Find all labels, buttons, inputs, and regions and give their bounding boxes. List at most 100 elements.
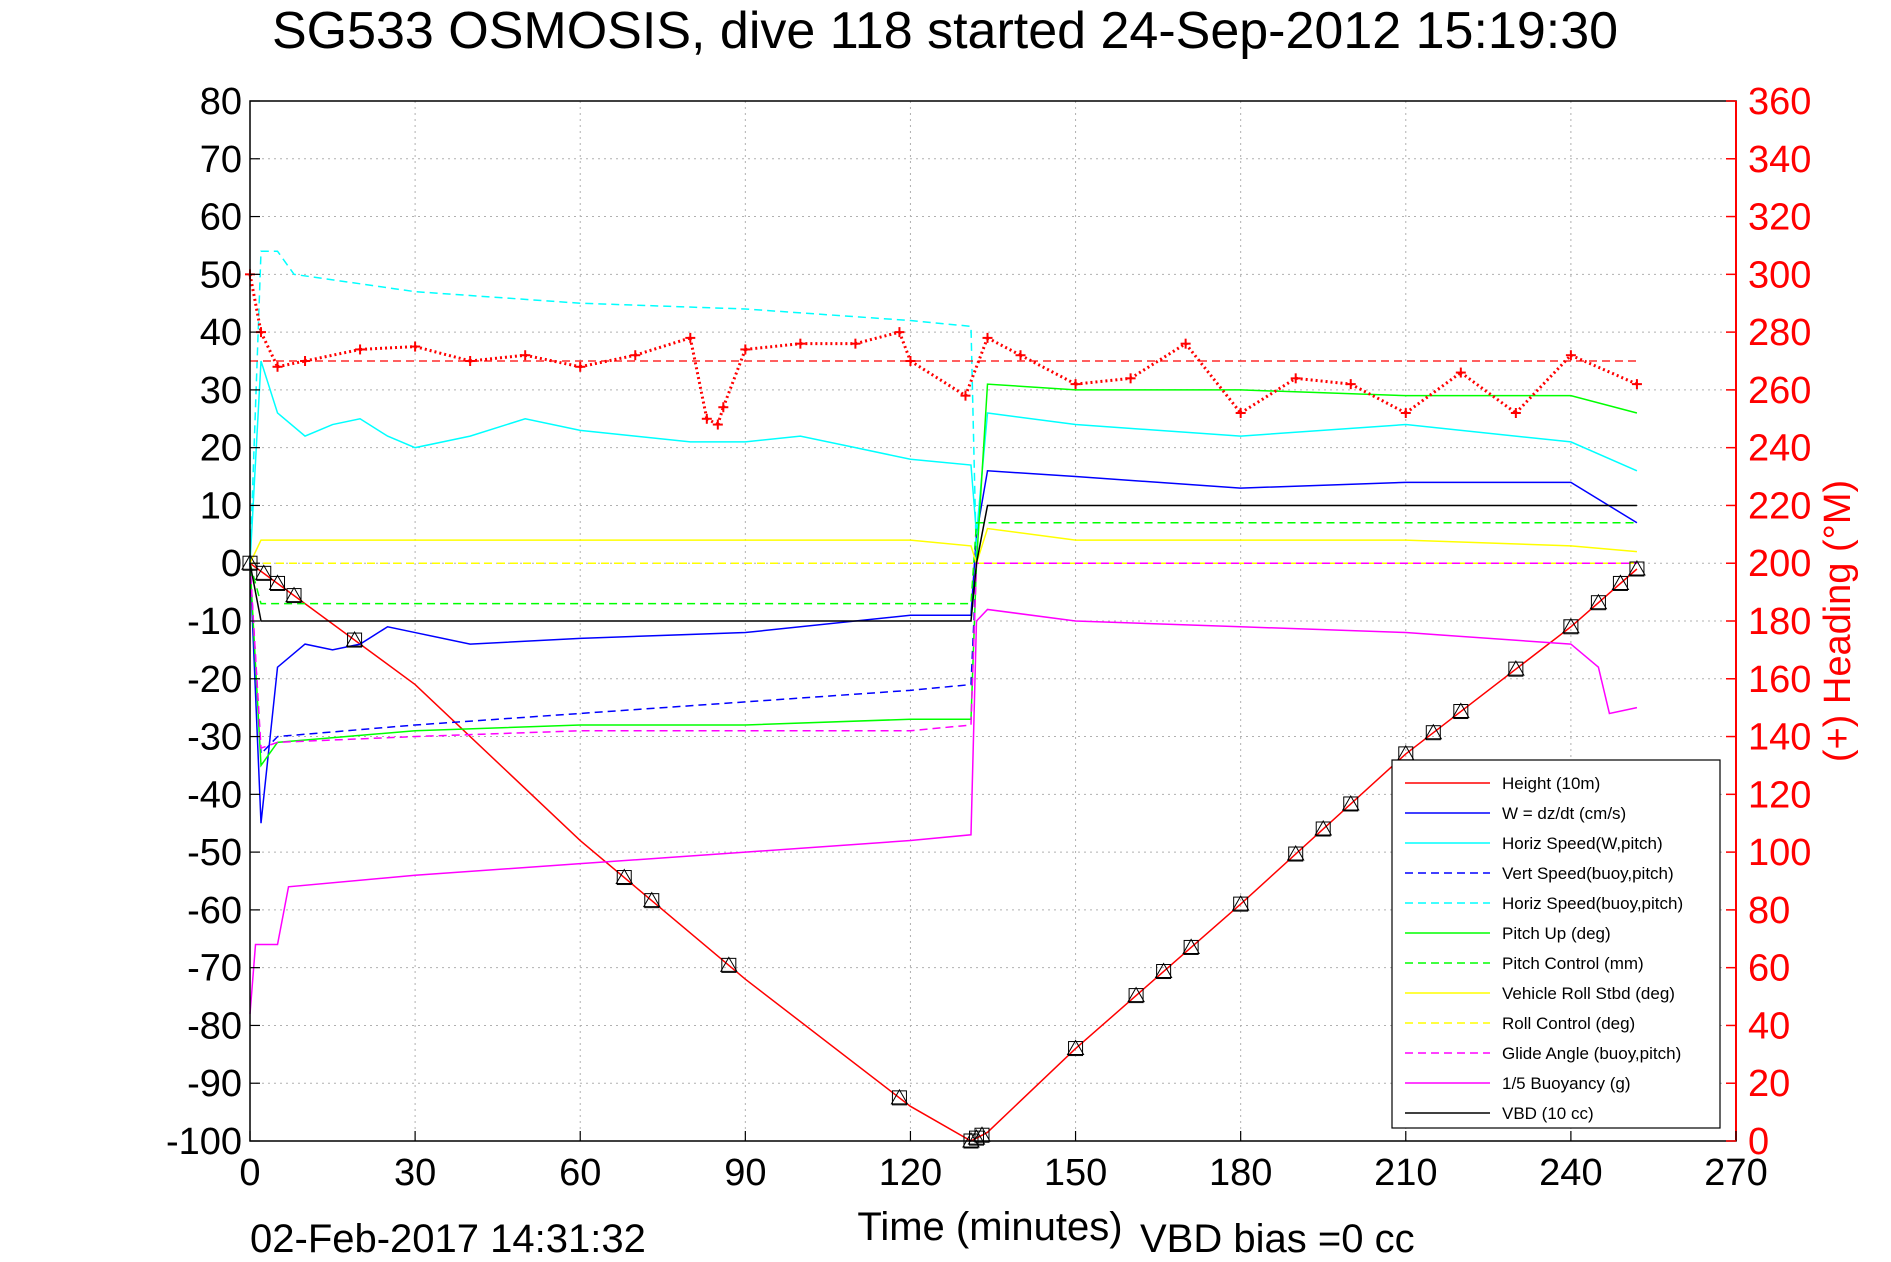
x-tick-label: 240 bbox=[1539, 1152, 1602, 1194]
y-tick-label: 50 bbox=[200, 254, 242, 296]
series-line-height-10m bbox=[249, 562, 1638, 1142]
heading-segment bbox=[579, 353, 636, 369]
x-tick-label: 180 bbox=[1209, 1152, 1272, 1194]
y-tick-label: 0 bbox=[221, 543, 242, 585]
legend-items: Height (10m) W = dz/dt (cm/s) Horiz Speed(… bbox=[1405, 774, 1683, 1123]
legend-label-roll-control-deg: Roll Control (deg) bbox=[1502, 1014, 1635, 1033]
y2-tick-label: 140 bbox=[1748, 717, 1811, 759]
depth-marker bbox=[967, 1129, 986, 1146]
x-axis-ticks: 0 30 60 90 120 150 180 210 240 270 bbox=[239, 1131, 1768, 1194]
depth-marker bbox=[719, 956, 738, 973]
y2-tick-label: 300 bbox=[1748, 254, 1811, 296]
series-line-vbd-10-cc bbox=[249, 504, 1637, 622]
x-tick-label: 150 bbox=[1044, 1152, 1107, 1194]
y2-tick-label: 120 bbox=[1748, 774, 1811, 816]
y-tick-label: 20 bbox=[200, 428, 242, 470]
y2-tick-label: 340 bbox=[1748, 139, 1811, 181]
y2-tick-label: 320 bbox=[1748, 197, 1811, 239]
heading-segment bbox=[986, 336, 1022, 357]
legend-label-height-10m: Height (10m) bbox=[1502, 774, 1600, 793]
depth-marker bbox=[1451, 702, 1470, 720]
depth-marker bbox=[1182, 938, 1200, 955]
y-tick-label: 60 bbox=[200, 197, 242, 239]
depth-marker bbox=[1611, 574, 1630, 591]
depth-marker bbox=[1589, 593, 1608, 611]
depth-marker bbox=[1562, 617, 1580, 635]
footer-date: 02-Feb-2017 14:31:32 bbox=[250, 1217, 646, 1261]
y2-tick-label: 100 bbox=[1748, 832, 1811, 874]
legend-box bbox=[1391, 759, 1721, 1129]
y-tick-label: -60 bbox=[187, 890, 242, 932]
legend-label-vehicle-roll-stbd-deg: Vehicle Roll Stbd (deg) bbox=[1502, 984, 1675, 1003]
legend-label-pitch-up-deg: Pitch Up (deg) bbox=[1502, 924, 1611, 943]
legend-label-glide-angle-buoy-pitch: Glide Angle (buoy,pitch) bbox=[1502, 1044, 1681, 1063]
heading-segment bbox=[898, 331, 912, 362]
x-axis-label: Time (minutes) bbox=[857, 1205, 1122, 1249]
heading-segment bbox=[414, 345, 471, 363]
heading-segment bbox=[1019, 353, 1077, 386]
series-line-1-5-buoyancy-g bbox=[249, 608, 1638, 1014]
y2-tick-label: 0 bbox=[1748, 1121, 1769, 1163]
heading-segment bbox=[721, 348, 747, 408]
series-line-horiz-speed-buoy-pitch bbox=[249, 250, 1637, 564]
series-line-pitch-control-mm bbox=[249, 522, 1637, 605]
y2-tick-label: 360 bbox=[1748, 81, 1811, 123]
y2-tick-label: 220 bbox=[1748, 485, 1811, 527]
heading-segment bbox=[855, 330, 900, 346]
heading-segment bbox=[1239, 377, 1297, 415]
y-tick-label: -40 bbox=[187, 774, 242, 816]
heading-segment bbox=[1570, 353, 1638, 386]
series-line-glide-angle-buoy-pitch bbox=[249, 562, 1637, 750]
y-tick-label: 40 bbox=[200, 312, 242, 354]
y-tick-label: -30 bbox=[187, 717, 242, 759]
heading-segment bbox=[1404, 371, 1462, 415]
depth-marker bbox=[1424, 723, 1443, 741]
heading-segment bbox=[359, 345, 416, 351]
y2-axis-ticks: 3603403203002802602402202001801601401201… bbox=[1726, 81, 1811, 1163]
depth-marker bbox=[642, 891, 661, 909]
y2-tick-label: 40 bbox=[1748, 1005, 1790, 1047]
x-tick-label: 60 bbox=[559, 1152, 601, 1194]
x-tick-label: 210 bbox=[1374, 1152, 1437, 1194]
depth-markers bbox=[241, 554, 1646, 1149]
series-line-pitch-up-deg bbox=[249, 383, 1638, 768]
depth-marker bbox=[1127, 986, 1145, 1004]
depth-marker bbox=[285, 586, 303, 604]
legend-label-vert-speed-buoy-pitch: Vert Speed(buoy,pitch) bbox=[1502, 864, 1674, 883]
heading-segment bbox=[524, 353, 581, 369]
y2-tick-label: 80 bbox=[1748, 890, 1790, 932]
heading-segment bbox=[304, 347, 361, 363]
depth-marker bbox=[615, 868, 634, 886]
y2-tick-label: 260 bbox=[1748, 370, 1811, 412]
x-tick-label: 270 bbox=[1704, 1152, 1767, 1194]
y-tick-label: -80 bbox=[187, 1005, 242, 1047]
series-line-horiz-speed-w-pitch bbox=[249, 360, 1638, 564]
heading-segment bbox=[1350, 382, 1407, 415]
heading-segment bbox=[1295, 376, 1351, 386]
heading-segment bbox=[964, 337, 989, 397]
heading-segment bbox=[259, 331, 279, 368]
depth-marker bbox=[268, 574, 287, 591]
heading-segment bbox=[469, 353, 526, 363]
depth-marker bbox=[1066, 1039, 1085, 1057]
y2-tick-label: 160 bbox=[1748, 659, 1811, 701]
legend-label-pitch-control-mm: Pitch Control (mm) bbox=[1502, 954, 1644, 973]
series-line-vehicle-roll-stbd-deg bbox=[249, 527, 1637, 566]
legend-label-1-5-buoyancy-g: 1/5 Buoyancy (g) bbox=[1502, 1074, 1631, 1093]
legend: Height (10m) W = dz/dt (cm/s) Horiz Speed(… bbox=[1391, 759, 1721, 1129]
depth-marker bbox=[254, 564, 273, 581]
y-tick-label: 10 bbox=[200, 485, 242, 527]
depth-marker bbox=[1231, 895, 1250, 912]
footer-note: VBD bias =0 cc bbox=[1140, 1217, 1415, 1261]
y-tick-label: -20 bbox=[187, 659, 242, 701]
y-tick-label: -50 bbox=[187, 832, 242, 874]
legend-label-vbd-10-cc: VBD (10 cc) bbox=[1502, 1104, 1594, 1123]
y-tick-label: -70 bbox=[187, 948, 242, 990]
y2-axis-label: (+) Heading (°M) bbox=[1817, 480, 1859, 762]
series-layer bbox=[249, 250, 1638, 1142]
chart-title: SG533 OSMOSIS, dive 118 started 24-Sep-2… bbox=[272, 2, 1618, 60]
x-tick-label: 90 bbox=[724, 1152, 766, 1194]
legend-label-horiz-speed-buoy-pitch: Horiz Speed(buoy,pitch) bbox=[1502, 894, 1683, 913]
y-tick-label: -100 bbox=[166, 1121, 242, 1163]
legend-label-horiz-speed-w-pitch: Horiz Speed(W,pitch) bbox=[1502, 834, 1663, 853]
